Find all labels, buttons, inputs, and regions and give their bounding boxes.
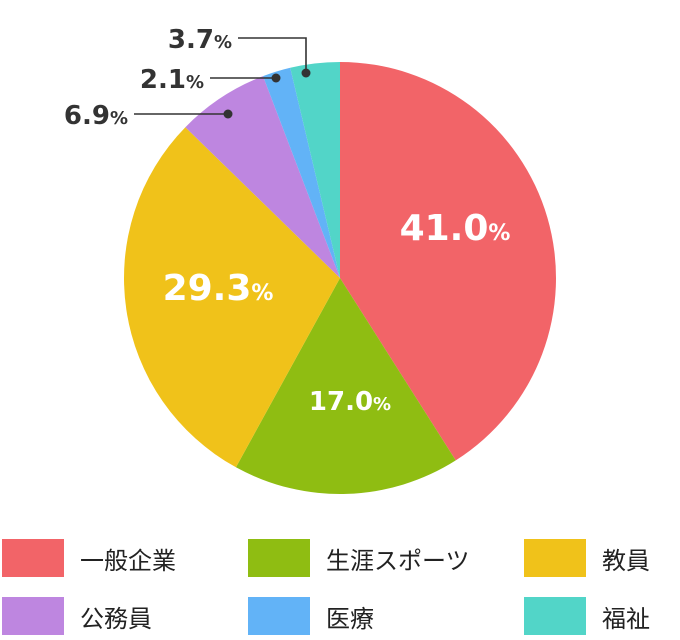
pie-chart: 41.0%17.0%29.3%6.9%2.1%3.7%	[64, 25, 556, 495]
pie-slice-医療	[263, 67, 340, 278]
callout-dot	[271, 73, 281, 83]
slice-value-label: 2.1%	[140, 65, 204, 95]
legend-item-公務員: 公務員	[2, 596, 152, 636]
legend-item-教員: 教員	[524, 538, 650, 578]
pie-slice-生涯スポーツ	[235, 278, 456, 495]
legend-swatch	[2, 539, 64, 577]
legend-swatch	[524, 597, 586, 635]
legend-item-一般企業: 一般企業	[2, 538, 176, 578]
legend-item-医療: 医療	[248, 596, 374, 636]
pie-slice-福祉	[290, 62, 340, 278]
legend-label: 医療	[326, 604, 374, 633]
legend-label: 生涯スポーツ	[326, 546, 470, 575]
legend-item-生涯スポーツ: 生涯スポーツ	[248, 538, 470, 578]
pie-slice-公務員	[185, 76, 340, 278]
slice-value-label: 6.9%	[64, 101, 128, 131]
callout-dot	[301, 68, 311, 78]
callout-dot	[223, 109, 233, 119]
legend: 一般企業 生涯スポーツ 教員 公務員 医療 福祉	[0, 528, 680, 640]
legend-swatch	[2, 597, 64, 635]
pie-slice-一般企業	[340, 62, 556, 461]
legend-item-福祉: 福祉	[524, 596, 650, 636]
legend-label: 公務員	[80, 604, 152, 633]
legend-swatch	[248, 539, 310, 577]
legend-label: 一般企業	[80, 546, 176, 575]
legend-swatch	[524, 539, 586, 577]
legend-label: 教員	[602, 546, 650, 575]
legend-swatch	[248, 597, 310, 635]
callout-line	[238, 37, 307, 73]
legend-label: 福祉	[602, 604, 650, 633]
pie-slice-教員	[124, 127, 341, 468]
slice-value-label: 3.7%	[168, 25, 232, 55]
